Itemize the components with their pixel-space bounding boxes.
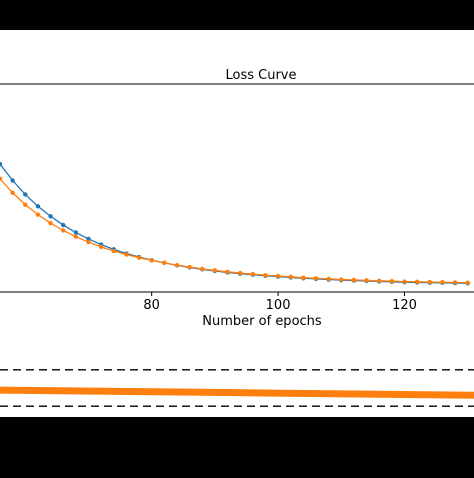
series-2-point (351, 277, 357, 283)
x-axis-label: Number of epochs (202, 314, 322, 329)
series-2-point (149, 258, 154, 263)
series-2-point (212, 268, 218, 273)
series-group (0, 161, 470, 286)
figure-background (0, 30, 474, 417)
series-1-point (86, 236, 91, 242)
series-2-point (313, 276, 319, 281)
series-2-point (389, 278, 395, 284)
series-2-point (98, 244, 104, 250)
series-2-point (237, 270, 243, 276)
series-2-point (0, 176, 3, 181)
series-2-point (111, 248, 116, 254)
series-2-point (402, 279, 407, 284)
series-2-point (136, 255, 142, 260)
series-2-point (440, 280, 445, 285)
series-2-point (35, 212, 41, 217)
series-2-point (225, 269, 230, 275)
series-2-point (48, 220, 53, 226)
x-axis-ticks: 80 100 120 (143, 292, 417, 313)
series-2-point (187, 264, 192, 270)
reference-lines (0, 369, 474, 407)
chart-title: Loss Curve (226, 68, 297, 83)
series-2-point (162, 260, 167, 266)
x-tick-label: 80 (143, 298, 160, 313)
series-2-point (452, 280, 458, 285)
series-2-point (427, 279, 432, 285)
series-2-point (73, 234, 79, 239)
series-2-point (326, 276, 331, 282)
series-1-point (73, 230, 79, 235)
series-1-point (35, 204, 41, 209)
series-2-point (364, 278, 369, 283)
series-2-point (275, 273, 281, 279)
x-tick-label: 100 (266, 298, 291, 313)
strip-series-group (0, 386, 474, 399)
series-2-point (23, 202, 28, 207)
series-2-point (301, 275, 306, 280)
series-1-point (61, 222, 66, 228)
series-2-point (288, 274, 293, 280)
x-tick-label: 120 (392, 298, 417, 313)
series-2-point (61, 228, 66, 233)
series-2-point (250, 271, 255, 277)
strip-series-band (0, 386, 474, 399)
series-2-point (86, 239, 91, 245)
strip-chart (0, 369, 474, 407)
series-2-point (465, 280, 470, 285)
series-1-point (23, 192, 28, 197)
series-2-point (263, 272, 268, 278)
series-2-point (377, 278, 382, 283)
series-1-point (0, 161, 3, 167)
series-2-point (174, 262, 180, 268)
loss-curve-chart: Loss Curve 80 100 120 Number of epochs (0, 68, 474, 329)
series-2-point (414, 279, 420, 285)
series-1-point (10, 178, 15, 183)
series-2-point (10, 190, 15, 195)
series-2-point (339, 277, 344, 282)
series-1-point (48, 214, 53, 219)
series-2-point (200, 266, 205, 272)
series-2-point (124, 252, 129, 257)
